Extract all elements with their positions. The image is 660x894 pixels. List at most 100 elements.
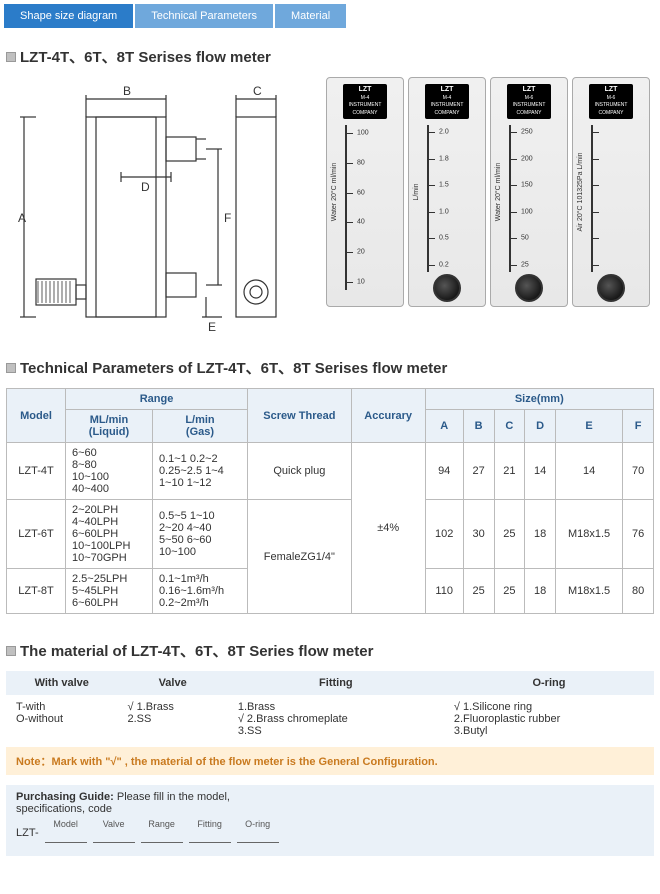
- slot-input[interactable]: [93, 829, 135, 843]
- meter-unit-text: Air 20°C 101325Pa L/min: [577, 152, 584, 231]
- meter-unit-text: Water 20°C ml/min: [495, 163, 502, 222]
- svg-text:D: D: [141, 180, 150, 194]
- cell: 0.5~5 1~10 2~20 4~40 5~50 6~60 10~100: [152, 500, 247, 569]
- scale-label: 1.0: [439, 208, 449, 215]
- tab-material[interactable]: Material: [275, 4, 346, 28]
- slot-input[interactable]: [237, 829, 279, 843]
- mat-c4: √ 1.Silicone ring 2.Fluoroplastic rubber…: [444, 695, 654, 743]
- th-acc: Accurary: [351, 389, 425, 443]
- scale-label: 1.5: [439, 182, 449, 189]
- cell: 18: [525, 569, 556, 614]
- scale-label: 20: [357, 248, 365, 255]
- params-table: Model Range Screw Thread Accurary Size(m…: [6, 388, 654, 614]
- meter-brand: LZTM-4INSTRUMENTCOMPANY: [425, 84, 470, 119]
- th-size: Size(mm): [425, 389, 653, 410]
- tabs: Shape size diagram Technical Parameters …: [0, 0, 660, 36]
- scale-label: 100: [521, 208, 533, 215]
- cell: 6~60 8~80 10~100 40~400: [65, 443, 152, 500]
- mat-c1: T-with O-without: [6, 695, 117, 743]
- svg-text:F: F: [224, 211, 231, 225]
- scale-label: 50: [521, 235, 529, 242]
- meter-scale: [591, 125, 631, 272]
- svg-text:B: B: [123, 84, 131, 98]
- purchasing-title: Purchasing Guide:: [16, 791, 114, 803]
- cell: ±4%: [351, 443, 425, 614]
- cell: LZT-6T: [7, 500, 66, 569]
- table-row: LZT-4T6~60 8~80 10~100 40~4000.1~1 0.2~2…: [7, 443, 654, 500]
- cell: 18: [525, 500, 556, 569]
- svg-text:C: C: [253, 84, 262, 98]
- slot-label: Range: [141, 819, 183, 829]
- product-photos: LZTM-4INSTRUMENTCOMPANY1008060402010Wate…: [326, 77, 650, 307]
- mat-h2: Valve: [117, 671, 227, 695]
- cell: 25: [494, 500, 525, 569]
- cell: 14: [525, 443, 556, 500]
- scale-label: 60: [357, 189, 365, 196]
- mat-c2: √ 1.Brass 2.SS: [117, 695, 227, 743]
- th-C: C: [494, 410, 525, 443]
- cell: M18x1.5: [555, 569, 622, 614]
- meter-knob: [515, 274, 543, 302]
- meter-knob: [433, 274, 461, 302]
- tab-shape[interactable]: Shape size diagram: [4, 4, 133, 28]
- scale-label: 0.5: [439, 235, 449, 242]
- cell: LZT-4T: [7, 443, 66, 500]
- purchasing-prefix: LZT-: [16, 827, 39, 839]
- scale-label: 1.8: [439, 155, 449, 162]
- material-table: With valve Valve Fitting O-ring T-with O…: [6, 671, 654, 743]
- meter-unit-text: L/min: [413, 183, 420, 200]
- svg-text:A: A: [18, 211, 26, 225]
- cell: 76: [623, 500, 654, 569]
- th-range: Range: [65, 389, 247, 410]
- cell: 30: [463, 500, 494, 569]
- th-F: F: [623, 410, 654, 443]
- cell: Quick plug: [248, 443, 352, 500]
- th-model: Model: [7, 389, 66, 443]
- scale-label: 150: [521, 182, 533, 189]
- mat-h4: O-ring: [444, 671, 654, 695]
- scale-label: 25: [521, 261, 529, 268]
- flow-meter: LZTM-6INSTRUMENTCOMPANY2502001501005025W…: [490, 77, 568, 307]
- th-E: E: [555, 410, 622, 443]
- scale-label: 200: [521, 155, 533, 162]
- mat-c3: 1.Brass √ 2.Brass chromeplate 3.SS: [228, 695, 444, 743]
- th-range-ml: ML/min (Liquid): [65, 410, 152, 443]
- meter-scale: 2502001501005025: [509, 125, 549, 272]
- cell: 27: [463, 443, 494, 500]
- slot-input[interactable]: [45, 829, 87, 843]
- cell: 25: [494, 569, 525, 614]
- cell: 94: [425, 443, 463, 500]
- cell: M18x1.5: [555, 500, 622, 569]
- note-bar: Note：Mark with "√" , the material of the…: [6, 747, 654, 775]
- tab-tech[interactable]: Technical Parameters: [135, 4, 273, 28]
- slot-input[interactable]: [189, 829, 231, 843]
- th-screw: Screw Thread: [248, 389, 352, 443]
- cell: 0.1~1 0.2~2 0.25~2.5 1~4 1~10 1~12: [152, 443, 247, 500]
- meter-knob: [597, 274, 625, 302]
- th-D: D: [525, 410, 556, 443]
- meter-brand: LZTM-4INSTRUMENTCOMPANY: [343, 84, 388, 119]
- scale-label: 100: [357, 130, 369, 137]
- scale-label: 40: [357, 219, 365, 226]
- th-B: B: [463, 410, 494, 443]
- cell: 2.5~25LPH 5~45LPH 6~60LPH: [65, 569, 152, 614]
- cell: 102: [425, 500, 463, 569]
- tech-diagram: A B C D E F: [6, 77, 316, 337]
- scale-label: 0.2: [439, 261, 449, 268]
- cell: LZT-8T: [7, 569, 66, 614]
- meter-brand: LZTM-6INSTRUMENTCOMPANY: [589, 84, 634, 119]
- section1-title: LZT-4T、6T、8T Serises flow meter: [0, 36, 660, 77]
- slot-input[interactable]: [141, 829, 183, 843]
- slot-label: Valve: [93, 819, 135, 829]
- flow-meter: LZTM-6INSTRUMENTCOMPANY Air 20°C 101325Pa…: [572, 77, 650, 307]
- cell: 21: [494, 443, 525, 500]
- meter-unit-text: Water 20°C ml/min: [331, 163, 338, 222]
- meter-scale: 2.01.81.51.00.50.2: [427, 125, 467, 272]
- table-row: LZT-6T2~20LPH 4~40LPH 6~60LPH 10~100LPH …: [7, 500, 654, 569]
- meter-scale: 1008060402010: [345, 125, 385, 290]
- mat-h3: Fitting: [228, 671, 444, 695]
- svg-text:E: E: [208, 320, 216, 334]
- th-range-l: L/min (Gas): [152, 410, 247, 443]
- cell: FemaleZG1/4": [248, 500, 352, 614]
- th-A: A: [425, 410, 463, 443]
